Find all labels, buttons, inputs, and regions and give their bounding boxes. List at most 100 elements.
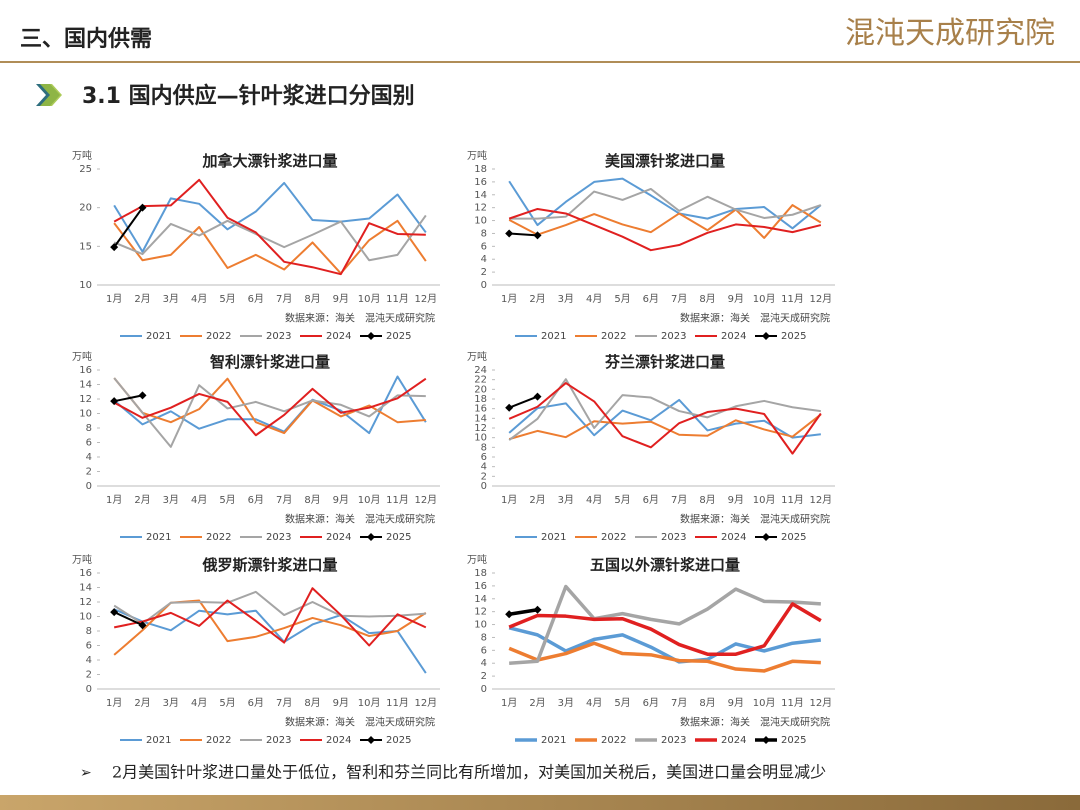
x-tick-label: 10月 (358, 697, 381, 709)
y-tick-label: 0 (481, 481, 487, 492)
chart-title: 美国漂针浆进口量 (605, 152, 725, 170)
series-line (113, 590, 426, 625)
x-tick-label: 9月 (728, 293, 744, 305)
source: 数据来源：海关 混沌天成研究院 (285, 312, 435, 325)
y-tick-label: 10 (79, 409, 92, 420)
series-line (508, 395, 538, 409)
series-line (113, 207, 144, 248)
legend-label: 2024 (721, 735, 746, 746)
legend-marker (762, 533, 770, 541)
series-line (508, 608, 538, 616)
x-tick-label: 11月 (781, 697, 804, 709)
point-marker (110, 397, 119, 406)
x-tick-label: 2月 (134, 697, 150, 709)
legend-label: 2021 (541, 735, 566, 746)
x-tick-label: 8月 (699, 697, 715, 709)
series-line (113, 181, 427, 253)
x-tick-label: 10月 (753, 494, 776, 506)
y-tick-label: 14 (474, 413, 487, 424)
point-marker (533, 605, 542, 614)
legend-marker (367, 533, 375, 541)
y-unit: 万吨 (467, 553, 487, 566)
x-tick-label: 2月 (529, 697, 545, 709)
point-marker (138, 621, 147, 630)
x-tick-label: 12月 (414, 494, 437, 506)
legend-label: 2024 (721, 532, 746, 543)
point-marker (533, 392, 542, 401)
legend-label: 2024 (326, 735, 351, 746)
y-tick-label: 22 (474, 375, 487, 386)
y-tick-label: 0 (481, 280, 487, 291)
point-marker (110, 608, 119, 617)
x-tick-label: 1月 (106, 293, 122, 305)
y-tick-label: 2 (481, 471, 487, 482)
x-tick-label: 2月 (134, 293, 150, 305)
x-tick-label: 1月 (501, 697, 517, 709)
x-tick-label: 3月 (163, 697, 179, 709)
chart-title: 加拿大漂针浆进口量 (201, 152, 337, 170)
x-tick-label: 12月 (809, 494, 832, 506)
x-tick-label: 5月 (219, 697, 235, 709)
x-tick-label: 10月 (753, 697, 776, 709)
series-line (508, 641, 821, 673)
x-tick-label: 4月 (191, 293, 207, 305)
y-tick-label: 2 (481, 267, 487, 278)
legend-label: 2023 (661, 532, 686, 543)
y-tick-label: 18 (474, 164, 487, 175)
point-marker (138, 391, 147, 400)
series-line (508, 602, 822, 656)
legend-label: 2021 (146, 735, 171, 746)
bullet: ➢ (80, 765, 92, 781)
x-tick-label: 10月 (753, 293, 776, 305)
y-tick-label: 10 (474, 433, 487, 444)
x-tick-label: 7月 (671, 293, 687, 305)
legend-label: 2022 (206, 735, 231, 746)
legend-label: 2021 (541, 532, 566, 543)
point-marker (505, 610, 514, 619)
series-line (509, 584, 821, 665)
legend-label: 2025 (781, 532, 806, 543)
y-tick-label: 18 (474, 568, 487, 579)
x-tick-label: 9月 (333, 494, 349, 506)
x-tick-label: 3月 (558, 697, 574, 709)
x-tick-label: 8月 (304, 697, 320, 709)
y-unit: 万吨 (72, 350, 92, 363)
x-tick-label: 7月 (671, 494, 687, 506)
point-marker (110, 243, 119, 252)
x-tick-label: 7月 (671, 697, 687, 709)
x-tick-label: 7月 (276, 494, 292, 506)
x-tick-label: 8月 (304, 494, 320, 506)
legend-marker (762, 736, 770, 744)
y-unit: 万吨 (467, 350, 487, 363)
y-tick-label: 14 (474, 190, 487, 201)
x-tick-label: 9月 (333, 293, 349, 305)
legend-label: 2022 (206, 532, 231, 543)
series-line (508, 207, 822, 252)
y-tick-label: 0 (86, 481, 92, 492)
x-tick-label: 9月 (728, 697, 744, 709)
series-line (508, 177, 822, 230)
chart-title: 五国以外漂针浆进口量 (590, 556, 740, 574)
legend-label: 2021 (146, 331, 171, 342)
y-tick-label: 4 (481, 658, 487, 669)
x-tick-label: 1月 (106, 494, 122, 506)
x-tick-label: 3月 (163, 494, 179, 506)
y-tick-label: 20 (474, 384, 487, 395)
y-tick-label: 25 (79, 164, 92, 175)
y-tick-label: 8 (86, 423, 92, 434)
footer-note: 2月美国针叶浆进口量处于低位，智利和芬兰同比有所增加，对美国加关税后，美国进口量… (112, 763, 826, 782)
y-tick-label: 4 (481, 254, 487, 265)
x-tick-label: 6月 (248, 697, 264, 709)
y-unit: 万吨 (72, 149, 92, 162)
x-tick-label: 5月 (614, 494, 630, 506)
x-tick-label: 5月 (614, 293, 630, 305)
x-tick-label: 9月 (728, 494, 744, 506)
x-tick-label: 5月 (219, 293, 235, 305)
y-tick-label: 18 (474, 394, 487, 405)
x-tick-label: 6月 (248, 494, 264, 506)
series-line (509, 187, 822, 220)
x-tick-label: 9月 (333, 697, 349, 709)
point-marker (505, 229, 514, 238)
legend-label: 2023 (661, 331, 686, 342)
